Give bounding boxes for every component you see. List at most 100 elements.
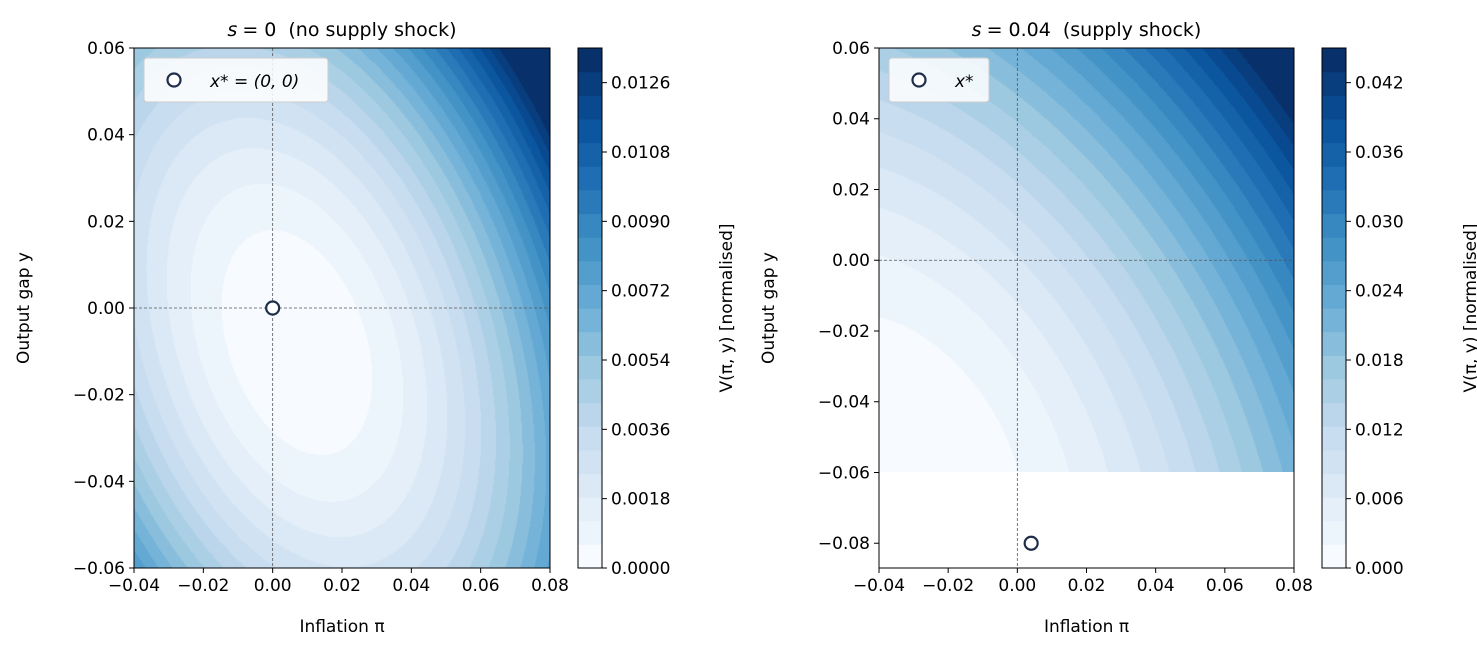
title-variable: s xyxy=(227,19,237,41)
x-tick-label: 0.02 xyxy=(323,576,361,596)
colorbar-frame xyxy=(577,47,603,569)
x-axis-label: Inflation π xyxy=(1044,617,1129,637)
x-tick-label: 0.08 xyxy=(531,576,569,596)
colorbar-band xyxy=(1322,331,1346,356)
y-tick-label: −0.06 xyxy=(818,463,870,483)
colorbar-band xyxy=(1322,118,1346,144)
colorbar-tick-label: 0.0126 xyxy=(611,74,670,94)
x-tick-label: −0.04 xyxy=(853,576,905,596)
title-value: = 0 xyxy=(242,19,276,41)
colorbar-band xyxy=(578,118,602,144)
y-tick-label: 0.02 xyxy=(87,212,125,232)
panel-1: −0.04 −0.02 0.00 0.02 0.04 0.06 0.08−0.06−0.04… xyxy=(14,19,737,637)
y-tick-label: −0.02 xyxy=(73,386,125,406)
y-tick-label: −0.02 xyxy=(818,322,870,342)
colorbar: 0.000 0.006 0.012 0.018 0.024 0.030 0.036 0.042… xyxy=(1321,47,1477,579)
title-description: (supply shock) xyxy=(1063,19,1201,41)
colorbar-band xyxy=(1322,544,1346,569)
colorbar-tick-label: 0.0036 xyxy=(611,420,670,440)
y-tick-label: 0.02 xyxy=(832,180,870,200)
legend-box xyxy=(888,57,990,103)
y-tick-label: 0.00 xyxy=(87,299,125,319)
title-variable: s xyxy=(972,19,982,41)
colorbar-band xyxy=(1322,449,1346,475)
chart-title: s = 0 (no supply shock) xyxy=(227,19,456,41)
y-tick-label: 0.00 xyxy=(832,251,870,271)
colorbar-band xyxy=(578,189,602,215)
colorbar-band xyxy=(1322,71,1346,96)
colorbar-tick-label: 0.0000 xyxy=(611,559,670,579)
colorbar-band xyxy=(578,213,602,238)
colorbar-band xyxy=(1322,260,1346,285)
x-tick-label: 0.04 xyxy=(1137,576,1175,596)
panel-2: −0.04 −0.02 0.00 0.02 0.04 0.06 0.08 −0.08 −0.06… xyxy=(759,19,1477,637)
x-tick-label: 0.04 xyxy=(392,576,430,596)
colorbar-band xyxy=(1322,426,1346,451)
colorbar-band xyxy=(578,284,602,309)
colorbar-label: V(π, y) [normalised] xyxy=(717,223,737,392)
colorbar-band xyxy=(578,95,602,120)
colorbar-tick-label: 0.0018 xyxy=(611,490,670,510)
chart-title: s = 0.04 (supply shock) xyxy=(972,19,1202,41)
y-tick-label: 0.06 xyxy=(832,39,870,59)
colorbar-band xyxy=(578,260,602,285)
legend-label: x* = (0, 0) xyxy=(209,72,299,92)
colorbar-band xyxy=(578,48,602,73)
y-tick-label: 0.04 xyxy=(87,126,125,146)
y-tick-label: −0.08 xyxy=(818,534,870,554)
x-tick-label: −0.04 xyxy=(108,576,160,596)
y-tick-label: 0.06 xyxy=(87,39,125,59)
colorbar-band xyxy=(578,426,602,451)
optimum-marker xyxy=(1023,535,1039,551)
colorbar-tick-label: 0.012 xyxy=(1355,420,1404,440)
y-tick-label: −0.04 xyxy=(818,393,870,413)
colorbar-band xyxy=(578,520,602,545)
colorbar-band xyxy=(578,237,602,262)
colorbar-tick-label: 0.006 xyxy=(1355,490,1404,510)
x-tick-label: 0.00 xyxy=(254,576,292,596)
title-description: (no supply shock) xyxy=(288,19,456,41)
y-axis-label: Output gap y xyxy=(759,252,779,364)
y-tick-label: −0.06 xyxy=(73,559,125,579)
colorbar-band xyxy=(1322,166,1346,191)
colorbar-tick-label: 0.030 xyxy=(1355,212,1404,232)
colorbar-band xyxy=(1322,48,1346,73)
colorbar-tick-label: 0.0054 xyxy=(611,351,670,371)
x-tick-label: 0.06 xyxy=(1206,576,1244,596)
legend-marker xyxy=(911,72,927,88)
colorbar-band xyxy=(578,71,602,96)
x-tick-label: 0.06 xyxy=(462,576,500,596)
legend-marker xyxy=(166,72,182,88)
colorbar-band xyxy=(578,355,602,380)
colorbar-label: V(π, y) [normalised] xyxy=(1461,223,1477,392)
x-tick-label: 0.08 xyxy=(1275,576,1313,596)
colorbar-band xyxy=(578,308,602,333)
colorbar-band xyxy=(578,378,602,404)
colorbar-tick-label: 0.0108 xyxy=(611,143,670,163)
legend-label: x* xyxy=(954,72,974,92)
y-tick-label: −0.04 xyxy=(73,472,125,492)
colorbar-band xyxy=(1322,378,1346,404)
colorbar: 0.0000 0.0018 0.0036 0.0054 0.0072 0.0090 0.01… xyxy=(577,47,737,579)
colorbar-band xyxy=(1322,497,1346,522)
colorbar-tick-label: 0.024 xyxy=(1355,282,1404,302)
y-axis-label: Output gap y xyxy=(14,252,34,364)
colorbar-band xyxy=(1322,402,1346,427)
colorbar-band xyxy=(578,331,602,356)
title-value: = 0.04 xyxy=(987,19,1051,41)
legend-box xyxy=(143,57,329,103)
colorbar-band xyxy=(1322,189,1346,215)
colorbar-tick-label: 0.042 xyxy=(1355,74,1404,94)
colorbar-tick-label: 0.018 xyxy=(1355,351,1404,371)
colorbar-band xyxy=(1322,237,1346,262)
colorbar-tick-label: 0.036 xyxy=(1355,143,1404,163)
x-tick-label: −0.02 xyxy=(922,576,974,596)
colorbar-tick-label: 0.000 xyxy=(1355,559,1404,579)
colorbar-band xyxy=(1322,520,1346,545)
colorbar-band xyxy=(578,166,602,191)
colorbar-tick-label: 0.0090 xyxy=(611,212,670,232)
colorbar-band xyxy=(1322,308,1346,333)
colorbar-band xyxy=(1322,213,1346,238)
